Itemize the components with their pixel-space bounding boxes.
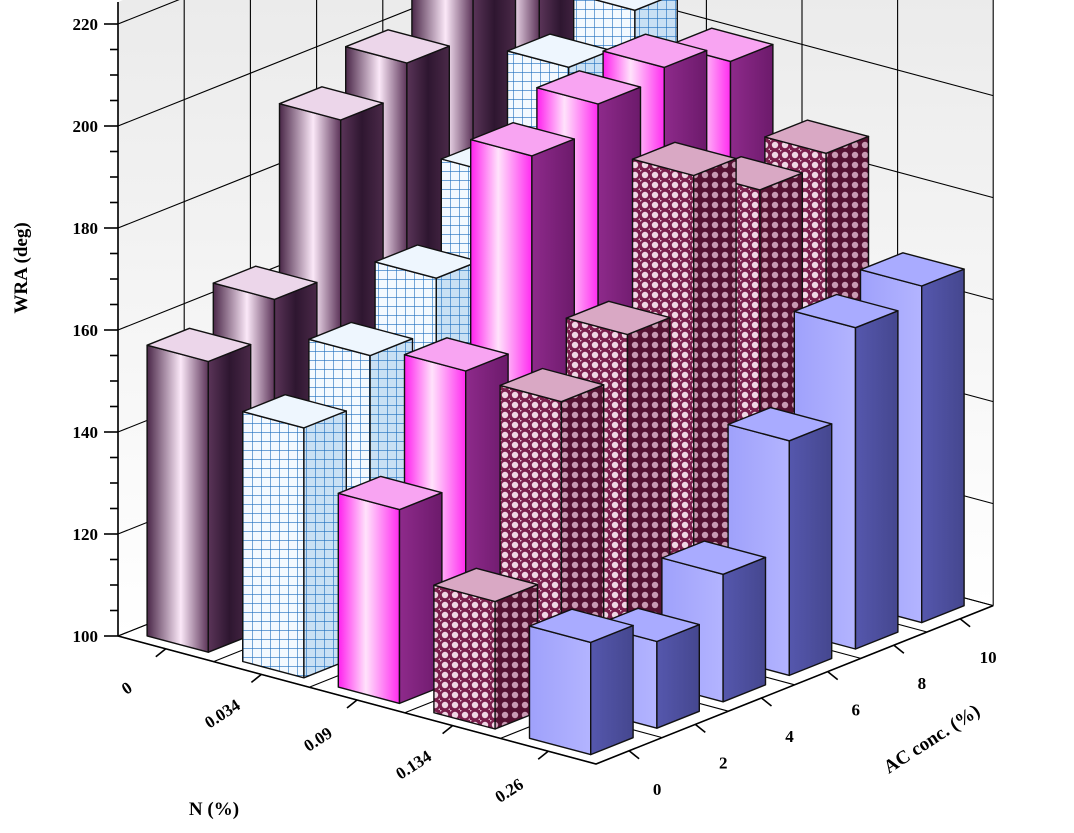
bar-top — [146, 327, 252, 363]
bar — [337, 475, 443, 705]
bar-top — [470, 121, 575, 157]
y-tick-label: 0.134 — [392, 746, 435, 783]
bar-top — [661, 540, 767, 575]
x-tick-label: 10 — [980, 648, 997, 667]
bar-side — [854, 310, 899, 650]
bar-top — [212, 265, 318, 301]
bar-top — [241, 394, 347, 429]
y-tick — [250, 673, 262, 684]
bar — [146, 327, 252, 653]
floor-edge — [117, 604, 994, 765]
bar-top — [337, 475, 443, 511]
z-tick-label: 220 — [73, 15, 99, 34]
y-tick — [346, 699, 358, 709]
bar-top — [602, 33, 708, 69]
bar-top — [499, 367, 605, 403]
bar-top — [403, 337, 509, 372]
bar-front — [241, 410, 305, 679]
y-tick-label: 0.034 — [201, 695, 244, 732]
bar-top — [727, 406, 833, 442]
bar — [433, 567, 539, 730]
z-axis-title: WRA (deg) — [11, 222, 32, 313]
bars — [146, 0, 965, 756]
bar-front — [433, 584, 496, 730]
z-tick-label: 140 — [73, 423, 99, 442]
wra-axis: 100 120 140 160 180 200 220 — [73, 2, 119, 646]
x-tick-label: 8 — [918, 674, 927, 693]
z-tick-label: 200 — [73, 117, 99, 136]
y-tick — [537, 750, 549, 760]
bar-top — [536, 70, 642, 105]
ac-conc-axis: 0 2 4 6 8 10 — [628, 618, 997, 799]
bar — [241, 394, 347, 679]
bar-front — [337, 492, 401, 705]
z-tick-label: 100 — [73, 627, 99, 646]
bar-top — [374, 244, 480, 279]
bar-top — [793, 293, 899, 329]
y-tick-label: 0.26 — [492, 775, 527, 807]
bar-top — [345, 29, 450, 64]
bar — [528, 608, 634, 756]
bar-side — [656, 623, 700, 729]
bar-side — [788, 423, 833, 677]
x-tick — [893, 644, 905, 654]
bar-top — [433, 567, 539, 603]
y-tick-label: 0 — [118, 678, 135, 699]
bar-top — [506, 33, 612, 69]
bar-side — [590, 624, 634, 756]
x-tick — [761, 697, 772, 707]
y-tick — [155, 648, 167, 658]
bar-top — [565, 300, 671, 336]
y-tick-label: 0.09 — [300, 723, 335, 755]
y-tick — [442, 724, 454, 735]
x-tick — [628, 750, 640, 760]
bar-top — [278, 86, 384, 121]
bar-front — [528, 625, 592, 756]
x-tick-label: 0 — [653, 780, 662, 799]
bar-side — [921, 268, 965, 624]
bar-top — [764, 119, 870, 155]
z-tick-label: 160 — [73, 321, 99, 340]
x-tick-label: 4 — [785, 727, 794, 746]
bar-side — [722, 556, 767, 703]
bar-front — [146, 344, 210, 653]
x-tick — [694, 723, 706, 734]
bar-top — [593, 0, 663, 12]
bar-top — [631, 141, 737, 177]
x-axis-title: AC conc. (%) — [880, 701, 984, 779]
bar — [727, 406, 833, 677]
bar-top — [308, 321, 414, 357]
y-axis-title: N (%) — [189, 799, 239, 820]
x-tick — [959, 618, 971, 628]
x-tick-label: 2 — [719, 753, 728, 772]
x-tick — [827, 670, 839, 681]
bar-top — [859, 252, 965, 287]
bar-top — [528, 608, 634, 644]
z-tick-label: 120 — [73, 525, 99, 544]
x-tick-label: 6 — [851, 701, 860, 720]
z-tick-label: 180 — [73, 219, 99, 238]
